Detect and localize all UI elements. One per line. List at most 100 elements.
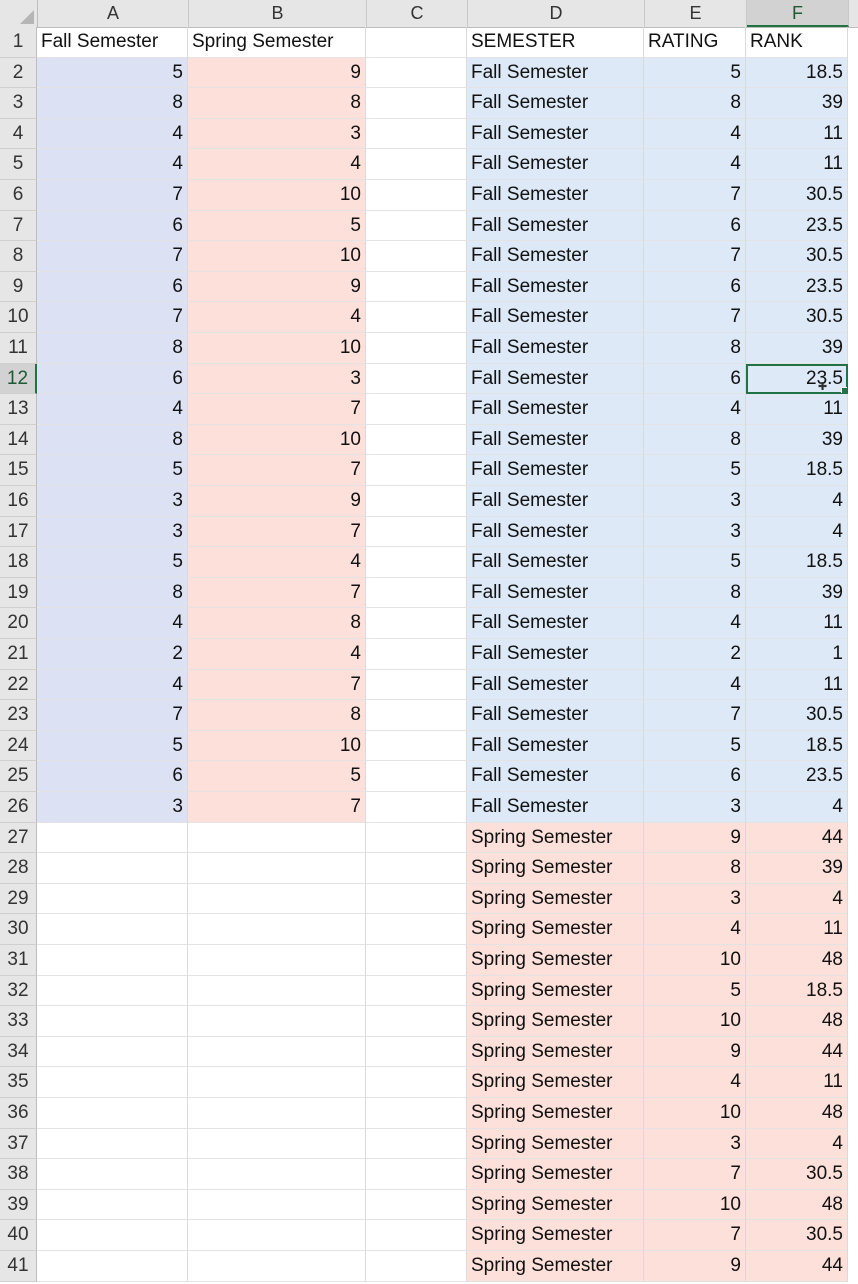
- cell-a5[interactable]: 4: [37, 149, 188, 180]
- cell-c35[interactable]: [366, 1067, 467, 1098]
- row-header[interactable]: 17: [0, 516, 37, 548]
- cell-e18[interactable]: 5: [644, 547, 746, 578]
- cell-c8[interactable]: [366, 241, 467, 272]
- cell-e31[interactable]: 10: [644, 945, 746, 976]
- cell-e24[interactable]: 5: [644, 730, 746, 762]
- cell-c22[interactable]: [366, 669, 467, 701]
- cell-b31[interactable]: [188, 945, 366, 976]
- row-header[interactable]: 29: [0, 883, 37, 915]
- cell-b29[interactable]: [188, 883, 366, 915]
- cell-f22[interactable]: 11: [746, 669, 848, 701]
- cell-c20[interactable]: [366, 608, 467, 639]
- cell-c27[interactable]: [366, 822, 467, 854]
- cell-a27[interactable]: [37, 822, 188, 854]
- cell-e23[interactable]: 7: [644, 700, 746, 731]
- cell-b17[interactable]: 7: [188, 516, 366, 548]
- row-header[interactable]: 5: [0, 149, 37, 180]
- cell-b30[interactable]: [188, 914, 366, 945]
- cell-d5[interactable]: Fall Semester: [467, 149, 644, 180]
- cell-d6[interactable]: Fall Semester: [467, 180, 644, 211]
- row-header[interactable]: 14: [0, 424, 37, 456]
- cell-e20[interactable]: 4: [644, 608, 746, 639]
- cell-c3[interactable]: [366, 88, 467, 119]
- cell-b37[interactable]: [188, 1128, 366, 1160]
- cell-f7[interactable]: 23.5: [746, 210, 848, 242]
- cell-c13[interactable]: [366, 394, 467, 425]
- cell-b40[interactable]: [188, 1220, 366, 1251]
- row-header[interactable]: 4: [0, 118, 37, 150]
- cell-d18[interactable]: Fall Semester: [467, 547, 644, 578]
- cell-f8[interactable]: 30.5: [746, 241, 848, 272]
- row-header[interactable]: 2: [0, 57, 37, 89]
- fill-handle[interactable]: [841, 387, 847, 394]
- cell-d41[interactable]: Spring Semester: [467, 1251, 644, 1282]
- cell-f40[interactable]: 30.5: [746, 1220, 848, 1251]
- cell-c31[interactable]: [366, 945, 467, 976]
- cell-e11[interactable]: 8: [644, 333, 746, 364]
- cell-d35[interactable]: Spring Semester: [467, 1067, 644, 1098]
- cell-b33[interactable]: [188, 1006, 366, 1037]
- row-header[interactable]: 30: [0, 914, 37, 945]
- cell-d32[interactable]: Spring Semester: [467, 975, 644, 1007]
- cell-d26[interactable]: Fall Semester: [467, 792, 644, 823]
- cell-f4[interactable]: 11: [746, 118, 848, 150]
- cell-a31[interactable]: [37, 945, 188, 976]
- cell-d14[interactable]: Fall Semester: [467, 424, 644, 456]
- cell-b2[interactable]: 9: [188, 57, 366, 89]
- row-header[interactable]: 20: [0, 608, 37, 639]
- cell-d21[interactable]: Fall Semester: [467, 639, 644, 670]
- cell-d28[interactable]: Spring Semester: [467, 853, 644, 884]
- cell-b20[interactable]: 8: [188, 608, 366, 639]
- cell-b32[interactable]: [188, 975, 366, 1007]
- cell-a4[interactable]: 4: [37, 118, 188, 150]
- cell-c37[interactable]: [366, 1128, 467, 1160]
- cell-d24[interactable]: Fall Semester: [467, 730, 644, 762]
- cell-f23[interactable]: 30.5: [746, 700, 848, 731]
- cell-f32[interactable]: 18.5: [746, 975, 848, 1007]
- cell-e22[interactable]: 4: [644, 669, 746, 701]
- cell-c18[interactable]: [366, 547, 467, 578]
- cell-a34[interactable]: [37, 1036, 188, 1068]
- cell-c15[interactable]: [366, 455, 467, 486]
- cell-b38[interactable]: [188, 1159, 366, 1190]
- row-header[interactable]: 8: [0, 241, 37, 272]
- row-header[interactable]: 22: [0, 669, 37, 701]
- cell-a35[interactable]: [37, 1067, 188, 1098]
- row-header[interactable]: 19: [0, 577, 37, 609]
- cell-b27[interactable]: [188, 822, 366, 854]
- cell-d11[interactable]: Fall Semester: [467, 333, 644, 364]
- cell-d1[interactable]: SEMESTER: [467, 27, 644, 58]
- cell-d39[interactable]: Spring Semester: [467, 1189, 644, 1221]
- cell-c1[interactable]: [366, 27, 467, 58]
- cell-d10[interactable]: Fall Semester: [467, 302, 644, 333]
- row-header[interactable]: 40: [0, 1220, 37, 1251]
- cell-a33[interactable]: [37, 1006, 188, 1037]
- cell-a22[interactable]: 4: [37, 669, 188, 701]
- cell-d8[interactable]: Fall Semester: [467, 241, 644, 272]
- cell-d15[interactable]: Fall Semester: [467, 455, 644, 486]
- cell-d20[interactable]: Fall Semester: [467, 608, 644, 639]
- cell-e17[interactable]: 3: [644, 516, 746, 548]
- cell-f13[interactable]: 11: [746, 394, 848, 425]
- cell-f21[interactable]: 1: [746, 639, 848, 670]
- row-header[interactable]: 41: [0, 1251, 37, 1282]
- cell-a11[interactable]: 8: [37, 333, 188, 364]
- column-header-a[interactable]: A: [38, 0, 189, 27]
- cell-e4[interactable]: 4: [644, 118, 746, 150]
- cell-b14[interactable]: 10: [188, 424, 366, 456]
- cell-d23[interactable]: Fall Semester: [467, 700, 644, 731]
- row-header[interactable]: 32: [0, 975, 37, 1007]
- row-header[interactable]: 39: [0, 1189, 37, 1221]
- cell-f31[interactable]: 48: [746, 945, 848, 976]
- cell-b5[interactable]: 4: [188, 149, 366, 180]
- cell-e33[interactable]: 10: [644, 1006, 746, 1037]
- cell-c10[interactable]: [366, 302, 467, 333]
- cell-d38[interactable]: Spring Semester: [467, 1159, 644, 1190]
- cell-e16[interactable]: 3: [644, 486, 746, 517]
- cell-b15[interactable]: 7: [188, 455, 366, 486]
- cell-a23[interactable]: 7: [37, 700, 188, 731]
- cell-c25[interactable]: [366, 761, 467, 792]
- cell-e29[interactable]: 3: [644, 883, 746, 915]
- cell-b18[interactable]: 4: [188, 547, 366, 578]
- cell-a36[interactable]: [37, 1098, 188, 1129]
